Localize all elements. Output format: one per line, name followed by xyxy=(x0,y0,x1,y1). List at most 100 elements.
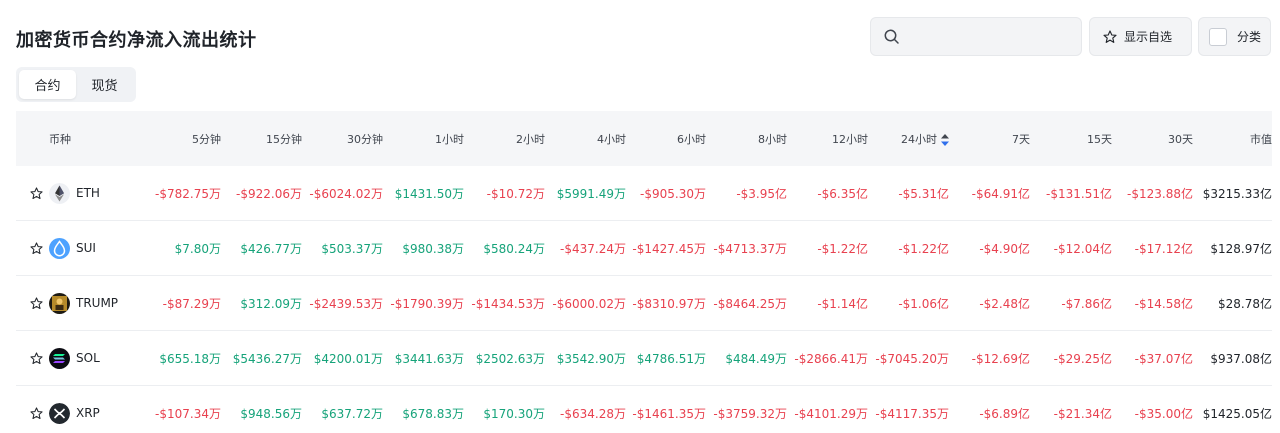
flow-8h-cell: $484.49万 xyxy=(725,351,787,366)
tab-spot[interactable]: 现货 xyxy=(91,79,118,94)
flow-6h-cell: -$1461.35万 xyxy=(632,406,706,421)
column-header-30m[interactable]: 30分钟 xyxy=(347,132,383,146)
tab-futures[interactable]: 合约 xyxy=(19,70,76,99)
flow-1h-cell: $1431.50万 xyxy=(394,186,464,201)
flow-12h-cell: -$6.35亿 xyxy=(817,186,868,201)
column-header-7d[interactable]: 7天 xyxy=(1012,132,1030,146)
flow-7d-cell: -$6.89亿 xyxy=(979,406,1030,421)
table-row[interactable]: XRP -$107.34万 $948.56万 $637.72万 $678.83万 $170… xyxy=(16,386,1272,433)
market-cap-cell: $1425.05亿 xyxy=(1202,406,1272,421)
flow-5m-cell: -$782.75万 xyxy=(155,186,221,201)
flow-6h-cell: -$1427.45万 xyxy=(632,241,706,256)
coin-name[interactable]: XRP xyxy=(76,406,100,420)
xrp-icon xyxy=(49,402,70,424)
trump-icon xyxy=(49,292,70,314)
column-header-15m[interactable]: 15分钟 xyxy=(266,132,302,146)
table-row[interactable]: SOL $655.18万 $5436.27万 $4200.01万 $3441.63万 $2… xyxy=(16,331,1272,386)
flow-15d-cell: -$131.51亿 xyxy=(1046,186,1112,201)
column-header-6h[interactable]: 6小时 xyxy=(677,132,706,146)
column-header-12h[interactable]: 12小时 xyxy=(832,132,868,146)
table-row[interactable]: TRUMP -$87.29万 $312.09万 -$2439.53万 -$1790.39… xyxy=(16,276,1272,331)
flow-8h-cell: -$4713.37万 xyxy=(713,241,787,256)
flow-7d-cell: -$2.48亿 xyxy=(979,296,1030,311)
column-header-8h[interactable]: 8小时 xyxy=(758,132,787,146)
flow-4h-cell: -$6000.02万 xyxy=(552,296,626,311)
favorite-star-icon[interactable] xyxy=(30,406,43,420)
category-toggle[interactable]: 分类 xyxy=(1198,17,1271,56)
flow-2h-cell: $580.24万 xyxy=(483,241,545,256)
sort-icon xyxy=(941,133,949,146)
coin-cell: SOL xyxy=(16,347,136,369)
flow-15m-cell: -$922.06万 xyxy=(236,186,302,201)
favorite-star-icon[interactable] xyxy=(30,351,43,365)
flow-5m-cell: $655.18万 xyxy=(159,351,221,366)
flow-30d-cell: -$123.88亿 xyxy=(1127,186,1193,201)
market-cap-cell: $937.08亿 xyxy=(1210,351,1272,366)
favorite-star-icon[interactable] xyxy=(30,241,43,255)
sol-icon xyxy=(49,347,70,369)
flow-4h-cell: $3542.90万 xyxy=(556,351,626,366)
column-header-2h[interactable]: 2小时 xyxy=(516,132,545,146)
column-header-15d[interactable]: 15天 xyxy=(1087,132,1112,146)
favorite-star-icon[interactable] xyxy=(30,296,43,310)
column-header-5m[interactable]: 5分钟 xyxy=(192,132,221,146)
flow-2h-cell: -$1434.53万 xyxy=(471,296,545,311)
coin-cell: ETH xyxy=(16,182,136,204)
flow-2h-cell: -$10.72万 xyxy=(486,186,545,201)
column-header-24h-label: 24小时 xyxy=(901,132,937,146)
market-cap-cell: $3215.33亿 xyxy=(1202,186,1272,201)
flow-7d-cell: -$64.91亿 xyxy=(971,186,1030,201)
favorite-star-icon[interactable] xyxy=(30,186,43,200)
column-header-market-cap[interactable]: 市值 xyxy=(1250,132,1272,146)
column-header-coin[interactable]: 币种 xyxy=(49,132,71,146)
flow-30d-cell: -$17.12亿 xyxy=(1134,241,1193,256)
flow-15d-cell: -$12.04亿 xyxy=(1053,241,1112,256)
flow-30m-cell: $503.37万 xyxy=(321,241,383,256)
flow-30d-cell: -$14.58亿 xyxy=(1134,296,1193,311)
flow-12h-cell: -$4101.29万 xyxy=(794,406,868,421)
flow-1h-cell: $3441.63万 xyxy=(394,351,464,366)
column-header-4h[interactable]: 4小时 xyxy=(597,132,626,146)
column-header-1h[interactable]: 1小时 xyxy=(435,132,464,146)
flow-12h-cell: -$1.22亿 xyxy=(817,241,868,256)
search-input[interactable] xyxy=(907,26,1071,48)
table-header: 币种 5分钟 15分钟 30分钟 1小时 2小时 4小时 6小时 8小时 12小… xyxy=(16,111,1272,166)
flow-24h-cell: -$1.22亿 xyxy=(898,241,949,256)
eth-icon xyxy=(49,182,70,204)
table-row[interactable]: ETH -$782.75万 -$922.06万 -$6024.02万 $1431.50万… xyxy=(16,166,1272,221)
flow-6h-cell: $4786.51万 xyxy=(636,351,706,366)
flow-15m-cell: $948.56万 xyxy=(240,406,302,421)
coin-name[interactable]: SOL xyxy=(76,351,100,365)
column-header-24h[interactable]: 24小时 xyxy=(868,131,949,147)
flow-table: 币种 5分钟 15分钟 30分钟 1小时 2小时 4小时 6小时 8小时 12小… xyxy=(16,111,1272,433)
column-header-30d[interactable]: 30天 xyxy=(1168,132,1193,146)
sui-icon xyxy=(49,237,70,259)
coin-name[interactable]: SUI xyxy=(76,241,96,255)
flow-30d-cell: -$37.07亿 xyxy=(1134,351,1193,366)
flow-24h-cell: -$4117.35万 xyxy=(875,406,949,421)
flow-8h-cell: -$8464.25万 xyxy=(713,296,787,311)
category-label: 分类 xyxy=(1237,30,1262,44)
flow-24h-cell: -$7045.20万 xyxy=(875,351,949,366)
flow-1h-cell: -$1790.39万 xyxy=(390,296,464,311)
market-cap-cell: $128.97亿 xyxy=(1210,241,1272,256)
flow-30d-cell: -$35.00亿 xyxy=(1134,406,1193,421)
coin-cell: XRP xyxy=(16,402,136,424)
flow-24h-cell: -$1.06亿 xyxy=(898,296,949,311)
coin-name[interactable]: ETH xyxy=(76,186,100,200)
star-outline-icon xyxy=(1103,29,1117,43)
flow-7d-cell: -$12.69亿 xyxy=(971,351,1030,366)
flow-5m-cell: -$107.34万 xyxy=(155,406,221,421)
flow-2h-cell: $2502.63万 xyxy=(475,351,545,366)
table-row[interactable]: SUI $7.80万 $426.77万 $503.37万 $980.38万 $580.24… xyxy=(16,221,1272,276)
flow-4h-cell: $5991.49万 xyxy=(556,186,626,201)
show-watchlist-button[interactable]: 显示自选 xyxy=(1089,17,1192,56)
category-checkbox[interactable] xyxy=(1209,27,1227,46)
flow-7d-cell: -$4.90亿 xyxy=(979,241,1030,256)
flow-1h-cell: $678.83万 xyxy=(402,406,464,421)
coin-name[interactable]: TRUMP xyxy=(76,296,119,310)
flow-5m-cell: $7.80万 xyxy=(174,241,221,256)
table-body: ETH -$782.75万 -$922.06万 -$6024.02万 $1431.50万… xyxy=(16,166,1272,433)
search-box[interactable] xyxy=(870,17,1082,56)
flow-6h-cell: -$905.30万 xyxy=(640,186,706,201)
